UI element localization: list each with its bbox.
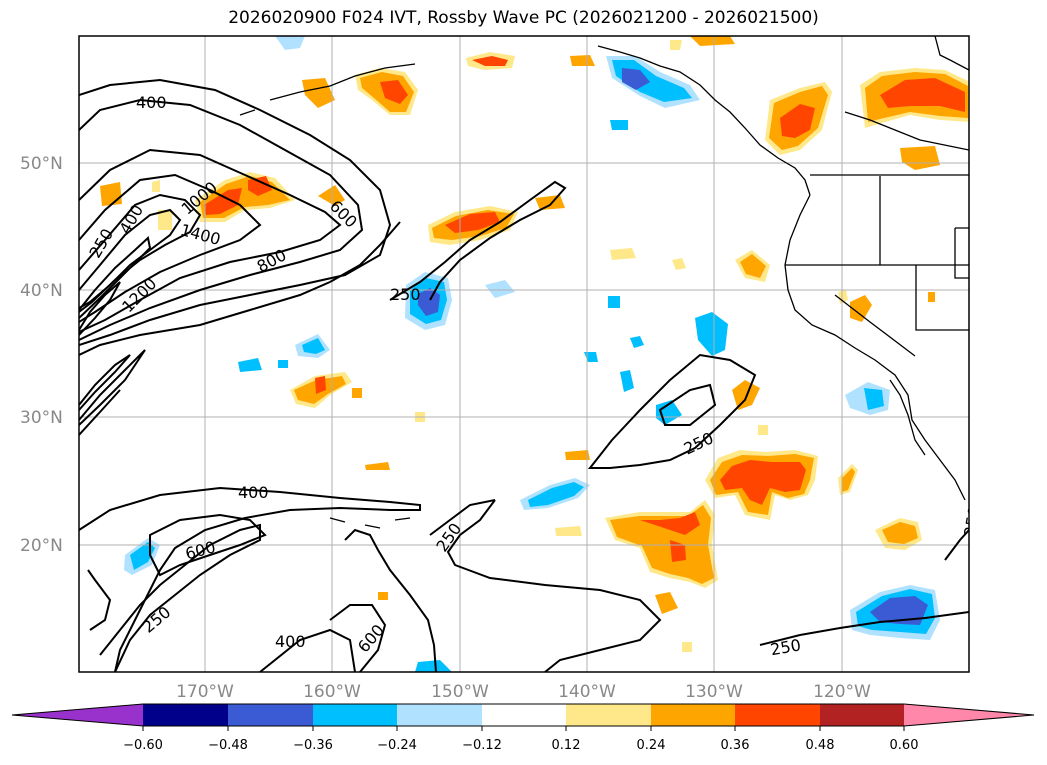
map-frame: [78, 35, 970, 673]
colorbar-segment-5: [482, 704, 566, 726]
colorbar-segment-2: [228, 704, 313, 726]
colorbar-tick-neg-036: −0.36: [293, 738, 333, 753]
lon-label-140w: 140°W: [558, 682, 616, 702]
longitude-labels: 170°W 160°W 150°W 140°W 130°W 120°W: [176, 682, 871, 702]
colorbar-segment-9: [820, 704, 904, 726]
colorbar-left-arrow: [12, 704, 143, 726]
colorbar-tick-060: 0.60: [890, 738, 919, 753]
colorbar-tick-labels: −0.60 −0.48 −0.36 −0.24 −0.12 0.12 0.24 …: [123, 738, 918, 753]
lat-label-50n: 50°N: [20, 154, 63, 174]
lon-label-120w: 120°W: [813, 682, 871, 702]
lat-label-20n: 20°N: [20, 536, 63, 556]
colorbar-segment-1: [143, 704, 228, 726]
colorbar-segment-8: [735, 704, 820, 726]
colorbar-tick-048: 0.48: [806, 738, 835, 753]
contour-label-250-right: 250: [960, 505, 984, 538]
coastlines: [239, 36, 969, 529]
map-plot-area: 400 1000 400 250 600 1400 800 1200 250 2…: [79, 36, 984, 672]
colorbar-tick-neg-012: −0.12: [462, 738, 502, 753]
colorbar-segment-7: [651, 704, 735, 726]
colorbar-segment-4: [397, 704, 482, 726]
colorbar: −0.60 −0.48 −0.36 −0.24 −0.12 0.12 0.24 …: [11, 703, 1035, 753]
map-title: 2026020900 F024 IVT, Rossby Wave PC (202…: [228, 8, 819, 28]
contour-label-400-bottom: 400: [275, 632, 306, 651]
colorbar-tick-012: 0.12: [552, 738, 581, 753]
colorbar-tick-024: 0.24: [637, 738, 666, 753]
colorbar-tick-036: 0.36: [721, 738, 750, 753]
contour-label-400-south: 400: [238, 483, 269, 502]
contour-label-400-north: 400: [136, 93, 167, 112]
contour-label-250-mid: 250: [390, 285, 421, 304]
ivt-anomaly-fills: [100, 36, 969, 672]
lon-label-150w: 150°W: [431, 682, 489, 702]
colorbar-right-arrow: [904, 704, 1034, 726]
latitude-labels: 50°N 40°N 30°N 20°N: [20, 154, 63, 556]
lat-label-40n: 40°N: [20, 281, 63, 301]
colorbar-segment-3: [313, 704, 397, 726]
lon-label-170w: 170°W: [176, 682, 234, 702]
lon-label-130w: 130°W: [685, 682, 743, 702]
colorbar-tick-marks: [142, 726, 905, 731]
colorbar-segment-6: [566, 704, 651, 726]
ivt-contours: [79, 78, 969, 672]
colorbar-tick-neg-060: −0.60: [123, 738, 163, 753]
colorbar-tick-neg-024: −0.24: [377, 738, 417, 753]
lon-label-160w: 160°W: [303, 682, 361, 702]
colorbar-tick-neg-048: −0.48: [208, 738, 248, 753]
lat-label-30n: 30°N: [20, 408, 63, 428]
